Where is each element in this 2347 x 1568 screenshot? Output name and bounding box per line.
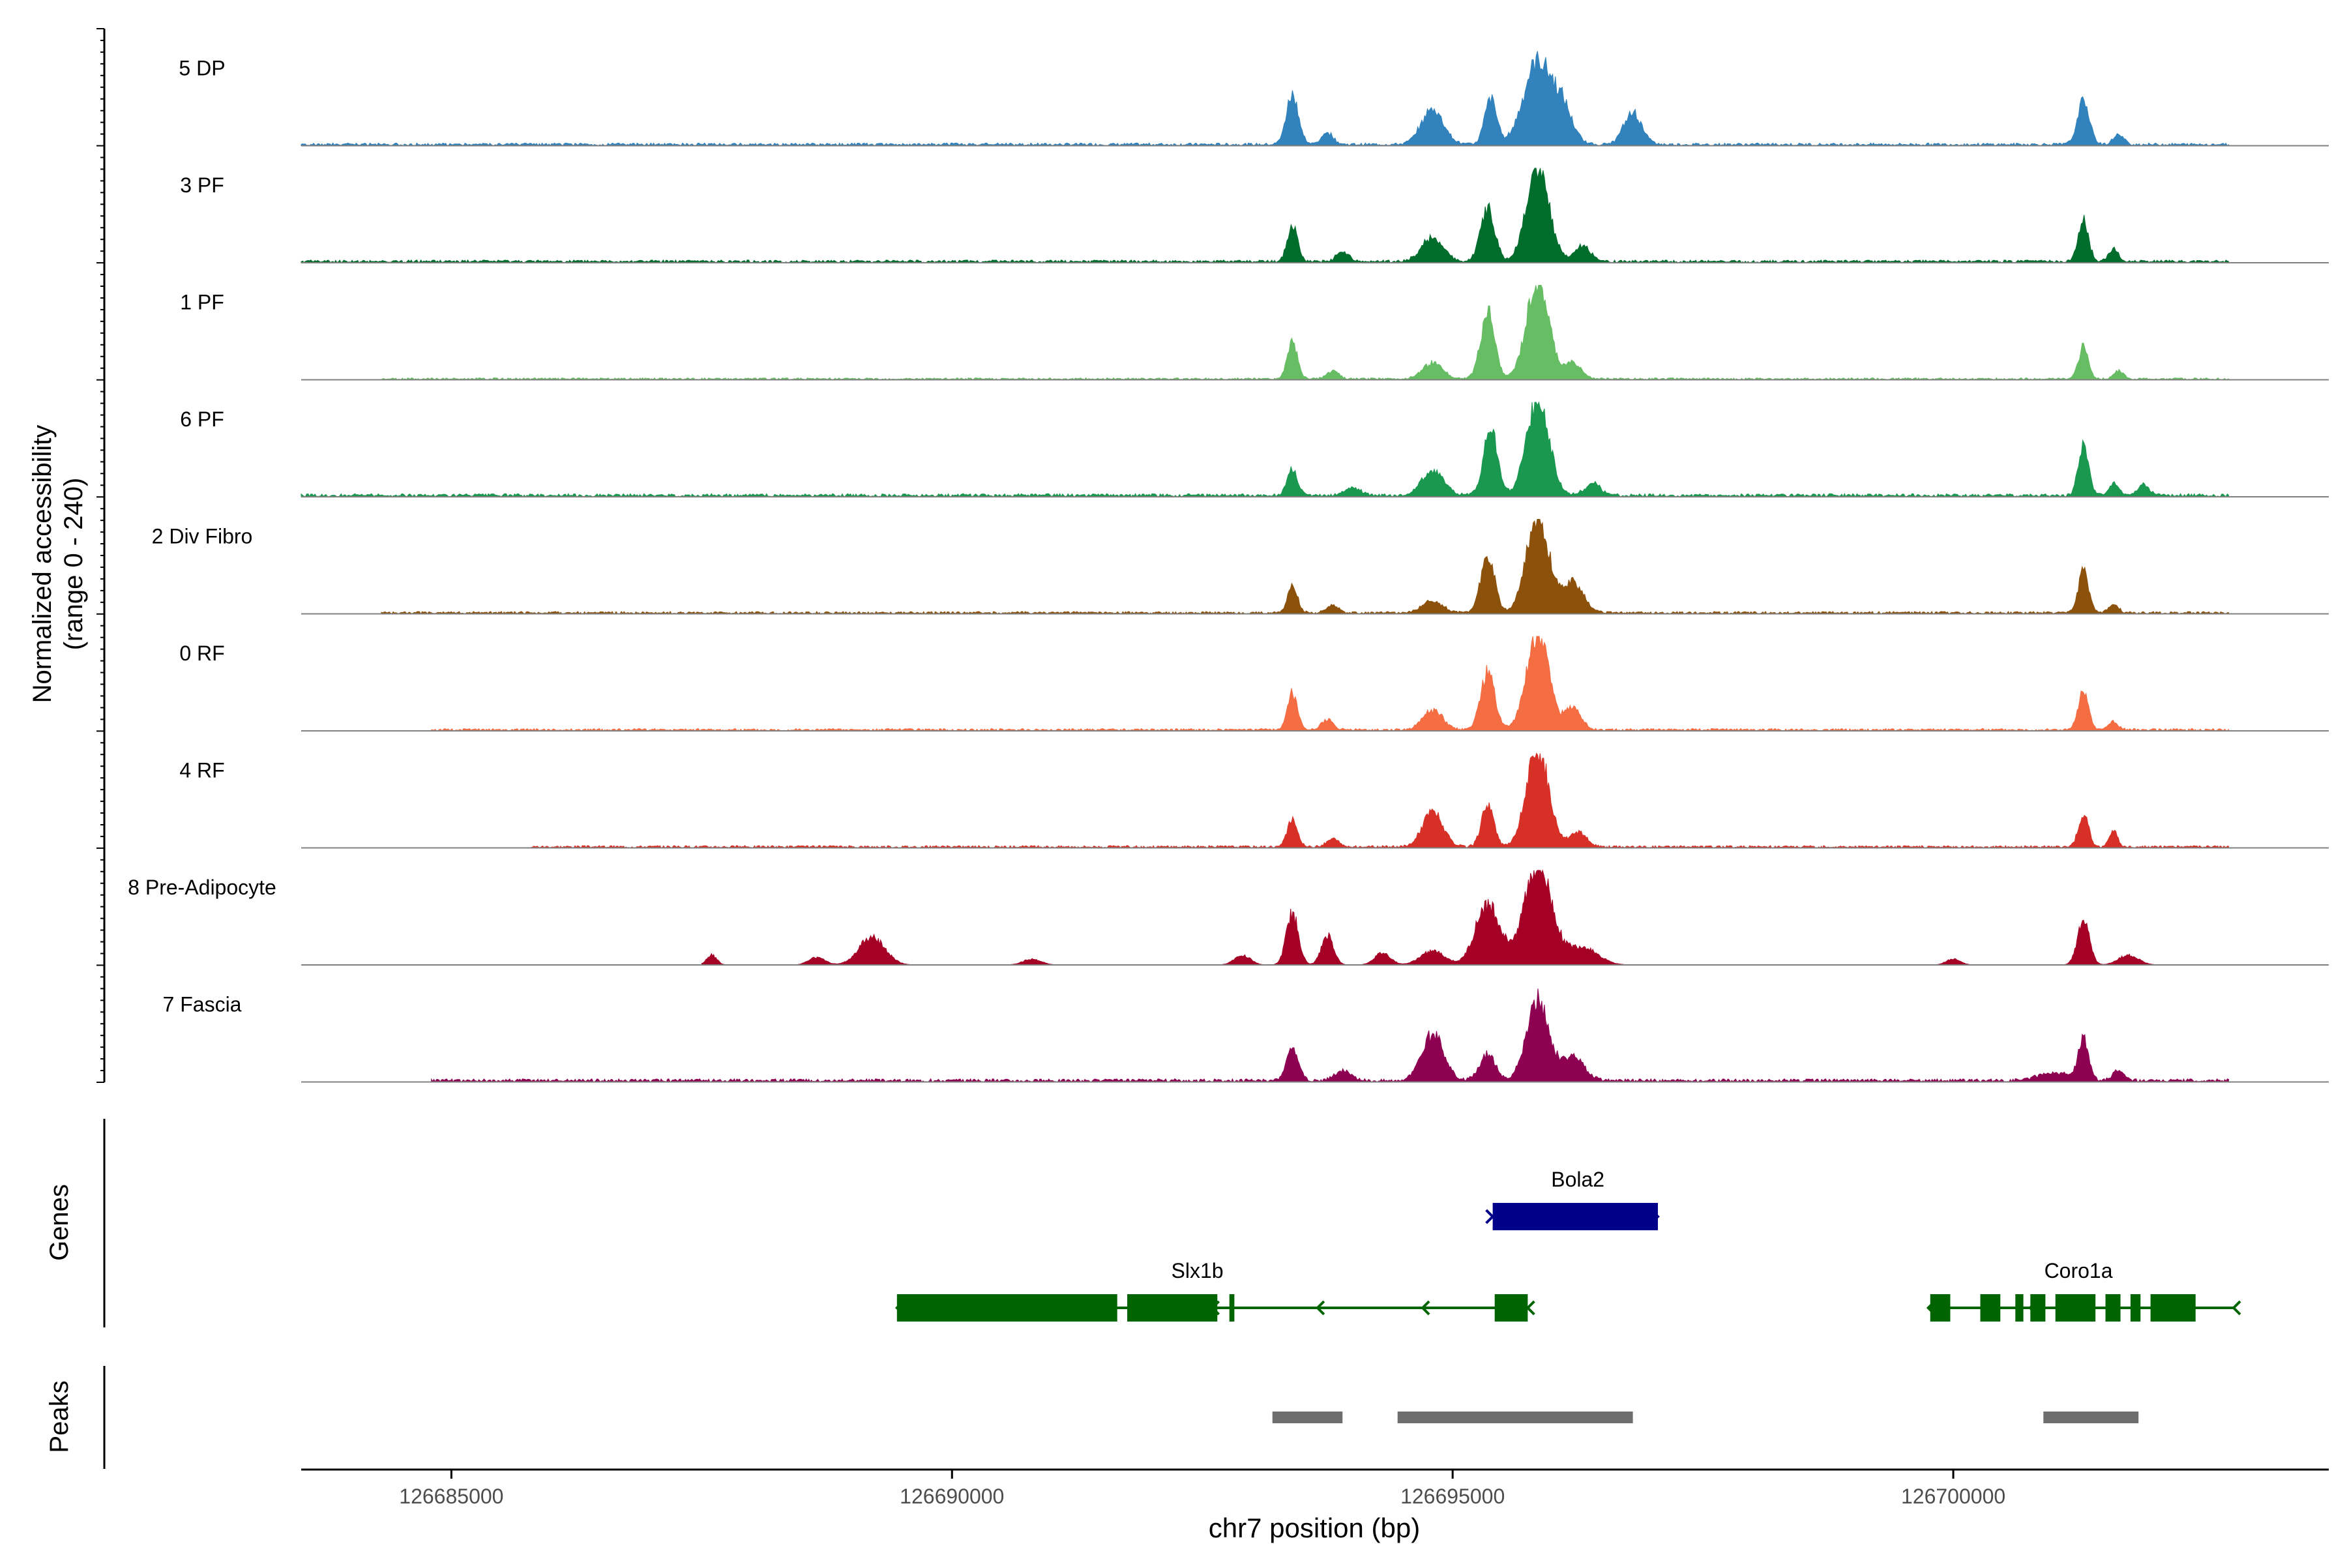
peak-region (1397, 1412, 1633, 1423)
genes-panel: Bola2 Slx1b Coro1a (894, 1168, 2241, 1322)
track-3-pf: 3 PF (180, 168, 2329, 264)
track-label-4-rf: 4 RF (179, 759, 224, 782)
gene-exon-coro1a (2150, 1294, 2196, 1322)
gene-strand-arrow (2232, 1300, 2241, 1316)
genes-panel-label: Genes (45, 1184, 74, 1261)
gene-strand-arrow (1316, 1300, 1325, 1316)
track-0-rf: 0 RF (179, 636, 2329, 732)
gene-label-slx1b: Slx1b (1172, 1259, 1224, 1282)
track-area-3-pf (301, 168, 2229, 264)
gene-slx1b: Slx1b (894, 1259, 1535, 1322)
track-area-5-dp (301, 51, 2229, 147)
x-axis-title: chr7 position (bp) (1209, 1513, 1421, 1543)
track-label-7-fascia: 7 Fascia (163, 993, 242, 1016)
gene-exon-bola2 (1492, 1203, 1659, 1230)
track-label-3-pf: 3 PF (180, 173, 224, 197)
track-2-div-fibro: 2 Div Fibro (152, 519, 2329, 615)
track-8-pre-adipocyte: 8 Pre-Adipocyte (128, 869, 2329, 966)
gene-strand-arrow (1526, 1300, 1535, 1316)
gene-exon-slx1b (1494, 1294, 1528, 1322)
gene-bola2: Bola2 (1485, 1168, 1660, 1230)
track-label-2-div-fibro: 2 Div Fibro (152, 525, 253, 548)
track-label-5-dp: 5 DP (179, 57, 225, 80)
track-4-rf: 4 RF (179, 752, 2329, 849)
track-label-6-pf: 6 PF (180, 407, 224, 431)
peak-region (2043, 1412, 2139, 1423)
x-axis-tick-label: 126695000 (1400, 1485, 1505, 1508)
y-axis-label-line1: Normalized accessibility (28, 425, 57, 703)
x-axis-tick-label: 126685000 (399, 1485, 503, 1508)
track-area-4-rf (531, 752, 2229, 849)
track-label-8-pre-adipocyte: 8 Pre-Adipocyte (128, 876, 276, 899)
track-5-dp: 5 DP (179, 51, 2329, 147)
y-axis-label-line2: (range 0 - 240) (59, 478, 88, 651)
gene-strand-arrow (1421, 1300, 1430, 1316)
gene-exon-coro1a (2130, 1294, 2141, 1322)
gene-exon-coro1a (1980, 1294, 2001, 1322)
peaks-panel (1272, 1412, 2139, 1423)
track-6-pf: 6 PF (180, 401, 2329, 498)
axes (96, 28, 106, 1469)
gene-exon-slx1b (1229, 1294, 1235, 1322)
gene-coro1a: Coro1a (1926, 1259, 2241, 1322)
track-area-1-pf (381, 285, 2229, 381)
x-axis: 126685000 126690000 126695000 126700000 (301, 1468, 2329, 1508)
track-label-0-rf: 0 RF (179, 642, 224, 665)
x-axis-tick-label: 126690000 (900, 1485, 1004, 1508)
gene-strand-arrow (1485, 1209, 1495, 1224)
gene-exon-coro1a (2030, 1294, 2046, 1322)
track-area-2-div-fibro (381, 519, 2229, 615)
track-area-7-fascia (431, 988, 2229, 1083)
track-area-0-rf (431, 636, 2229, 732)
track-label-1-pf: 1 PF (180, 291, 224, 314)
track-area-8-pre-adipocyte (701, 869, 2229, 966)
gene-exon-coro1a (2105, 1294, 2121, 1322)
gene-exon-coro1a (1930, 1294, 1951, 1322)
gene-exon-slx1b (896, 1294, 1117, 1322)
gene-exon-coro1a (2015, 1294, 2024, 1322)
track-7-fascia: 7 Fascia (163, 988, 2329, 1083)
track-1-pf: 1 PF (180, 285, 2329, 381)
gene-label-coro1a: Coro1a (2044, 1259, 2113, 1282)
accessibility-tracks: 5 DP 3 PF 1 PF 6 PF 2 Div Fibro 0 RF 4 RF 8 Pre… (128, 51, 2329, 1083)
gene-label-bola2: Bola2 (1551, 1168, 1604, 1191)
peaks-panel-label: Peaks (45, 1380, 74, 1453)
peak-region (1272, 1412, 1343, 1423)
gene-exon-coro1a (2055, 1294, 2096, 1322)
track-area-6-pf (301, 401, 2229, 498)
x-axis-tick-label: 126700000 (1901, 1485, 2005, 1508)
gene-exon-slx1b (1127, 1294, 1218, 1322)
